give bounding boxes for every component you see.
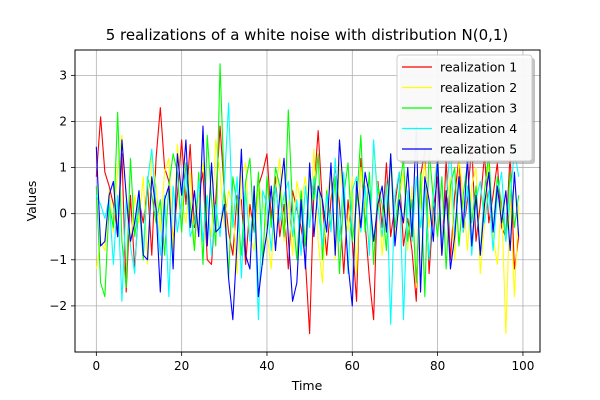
x-tick-label: 20 (174, 359, 189, 373)
x-tick-label: 60 (345, 359, 360, 373)
x-axis-label: Time (291, 378, 323, 393)
legend-label-5: realization 5 (440, 142, 517, 157)
legend-label-2: realization 2 (440, 80, 517, 95)
y-axis-label: Values (24, 181, 39, 222)
axis-ticks: 0 20 40 60 80 100 −2 −1 0 1 2 3 (49, 68, 534, 373)
x-tick-label: 80 (430, 359, 445, 373)
y-tick-label: −1 (49, 253, 67, 267)
y-tick-label: 2 (59, 114, 67, 128)
y-tick-label: 0 (59, 207, 67, 221)
legend-items: realization 1 realization 2 realization 3 r… (402, 60, 517, 157)
x-tick-label: 100 (511, 359, 534, 373)
y-tick-label: −2 (49, 299, 67, 313)
legend-box (396, 54, 533, 162)
y-tick-label: 1 (59, 161, 67, 175)
plot-frame (74, 49, 541, 353)
x-tick-label: 0 (93, 359, 101, 373)
chart-title: 5 realizations of a white noise with dis… (106, 26, 509, 44)
series-line-5 (95, 125, 520, 321)
legend-label-1: realization 1 (440, 60, 517, 75)
y-tick-label: 3 (59, 68, 67, 82)
legend-label-4: realization 4 (440, 121, 517, 136)
series-group (95, 63, 520, 335)
x-tick-label: 40 (259, 359, 274, 373)
legend: realization 1 realization 2 realization 3 r… (396, 54, 535, 164)
series-line-1 (95, 107, 520, 335)
legend-label-3: realization 3 (440, 101, 517, 116)
